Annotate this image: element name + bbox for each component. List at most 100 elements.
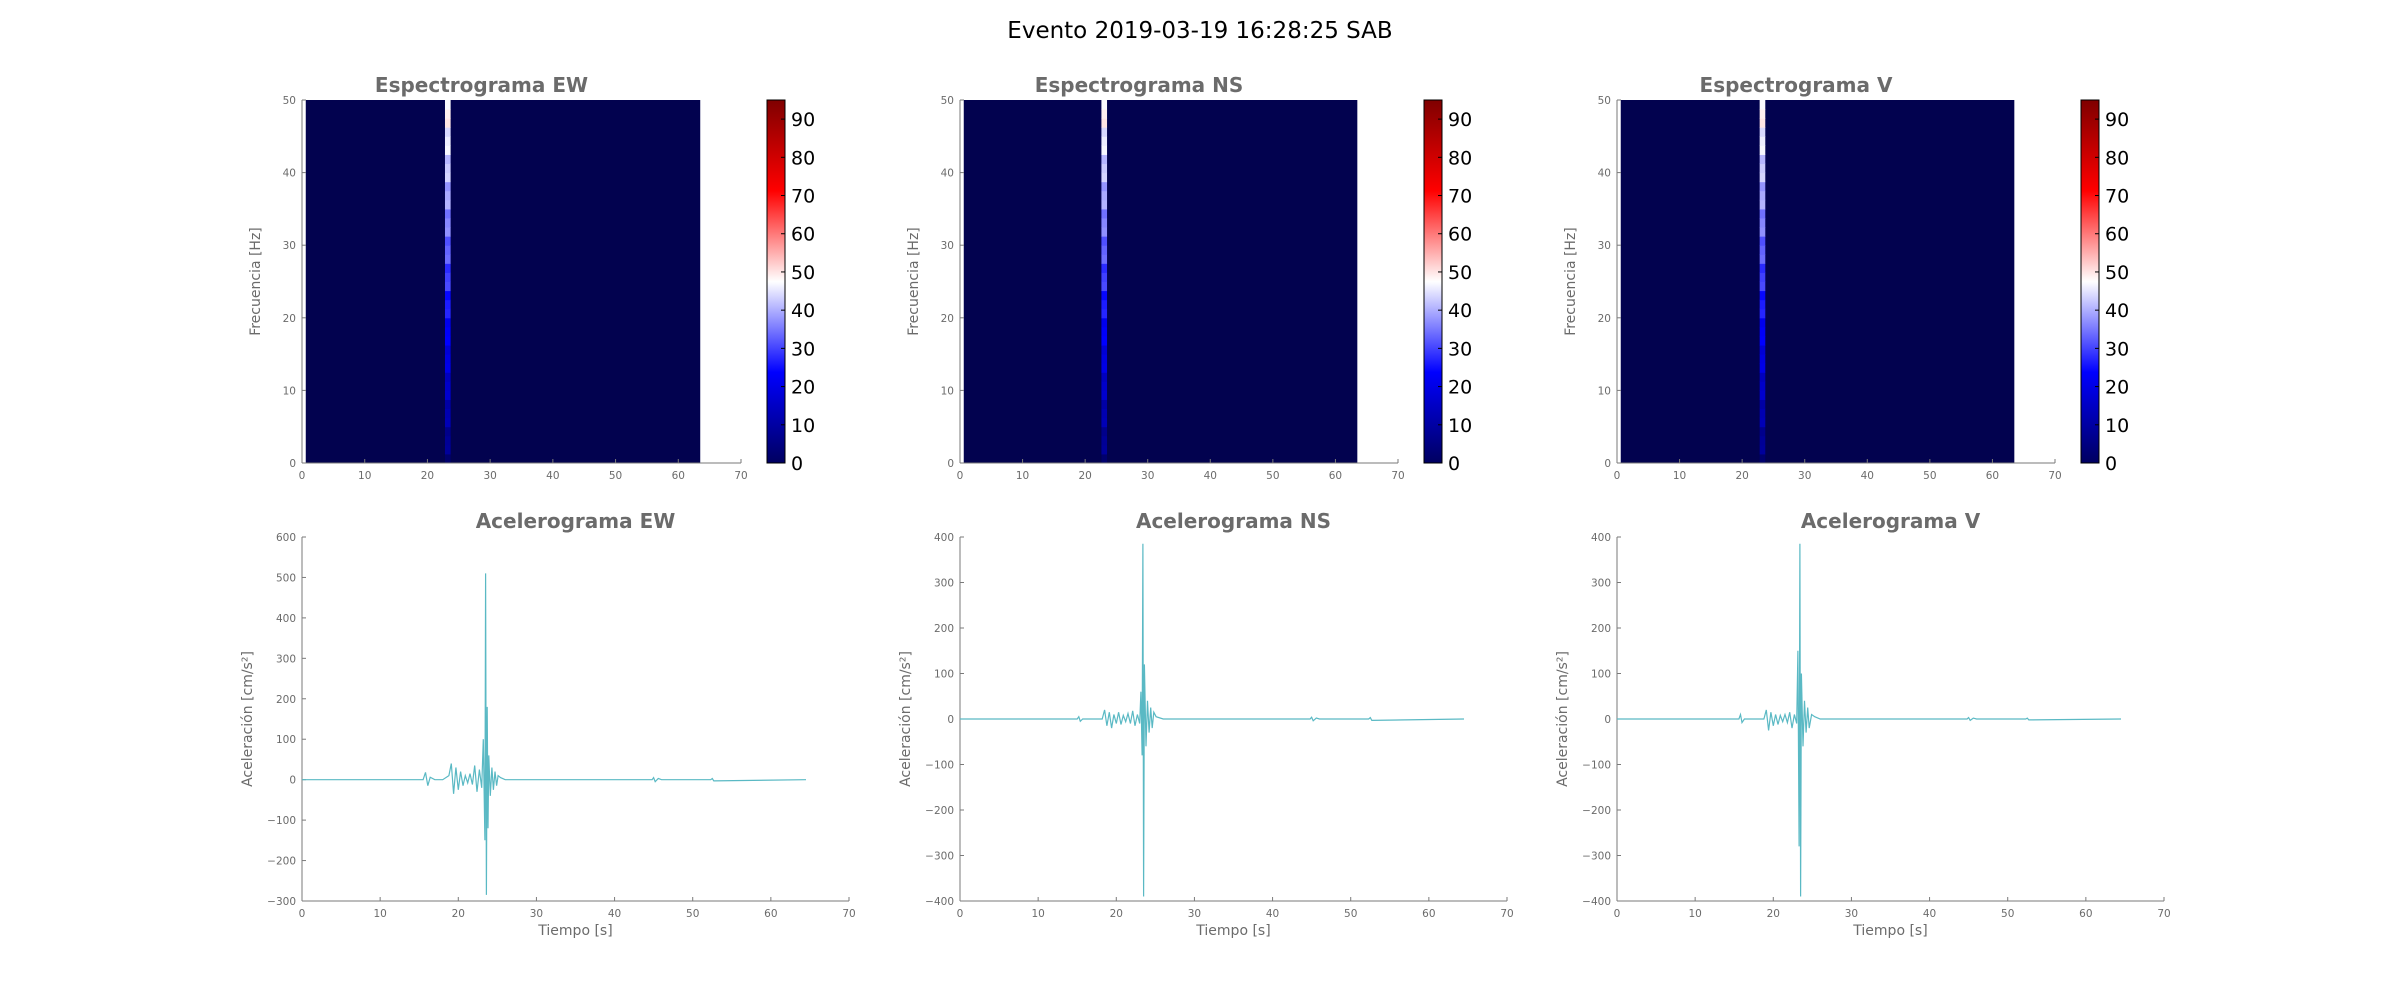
spec-ns-band-cell xyxy=(1101,190,1108,201)
acc-ns-xtick-label: 20 xyxy=(1110,908,1123,920)
spec-ns-ytick-label: 0 xyxy=(947,458,954,470)
spec-ns-xtick-label: 50 xyxy=(1266,470,1279,482)
spec-ew-ytick-label: 20 xyxy=(283,313,296,325)
spec-v-band-cell xyxy=(1759,299,1766,310)
spec-v-band-cell xyxy=(1759,444,1766,455)
spec-v-band-cell xyxy=(1759,227,1766,237)
spec-ew-band-cell xyxy=(444,381,451,391)
spec-ew-band-cell xyxy=(444,127,451,137)
acc-ns-ytick-label: 0 xyxy=(947,714,954,726)
spec-v-cbtick-label: 10 xyxy=(2105,415,2129,437)
spec-ns-cbtick-label: 80 xyxy=(1448,147,1472,169)
spec-ns-band-cell xyxy=(1101,426,1108,437)
acc-v-xtick-label: 20 xyxy=(1767,908,1780,920)
spec-ew-cbtick-label: 50 xyxy=(791,262,815,284)
acc-ew-ytick-label: 100 xyxy=(276,734,296,746)
spec-v-cbtick-label: 0 xyxy=(2105,453,2117,475)
spec-ew-band-cell xyxy=(444,326,451,337)
spec-ew-band-cell xyxy=(444,317,451,328)
spec-ew-xtick-label: 70 xyxy=(734,470,747,482)
spec-ew-band-cell xyxy=(444,163,451,174)
spec-ns-colorbar xyxy=(1423,99,1443,464)
spec-ns-xtick-label: 70 xyxy=(1391,470,1404,482)
spec-ew-cbtick-label: 90 xyxy=(791,109,815,131)
spec-v-ytick-label: 0 xyxy=(1604,458,1611,470)
spec-ns-cbtick-label: 50 xyxy=(1448,262,1472,284)
spec-v-ytick-label: 50 xyxy=(1598,95,1611,107)
spec-ns-cbtick-label: 30 xyxy=(1448,338,1472,360)
spec-v-band-cell xyxy=(1759,172,1766,183)
spec-ns-xtick-label: 60 xyxy=(1329,470,1342,482)
spec-ns-xtick-label: 40 xyxy=(1204,470,1217,482)
spec-v-cbtick-label: 70 xyxy=(2105,186,2129,208)
spec-ns-cbtick-label: 70 xyxy=(1448,186,1472,208)
acc-v-ytick-label: 200 xyxy=(1591,623,1611,635)
spec-ns-band-cell xyxy=(1101,217,1108,228)
spec-v-band-cell xyxy=(1759,127,1766,137)
spec-ns-band-cell xyxy=(1101,227,1108,237)
spec-ew-xtick-label: 50 xyxy=(609,470,622,482)
spec-v-band-cell xyxy=(1759,154,1766,165)
spec-v-colorbar xyxy=(2080,99,2100,464)
acc-v-signal-line xyxy=(1617,543,2122,897)
acc-ew-panel: Acelerograma EW 0 10 20 30 40 50 60 70 −300 −200 −1… xyxy=(240,509,856,939)
spec-ns-cbtick-label: 60 xyxy=(1448,224,1472,246)
spec-ew-ytick-label: 50 xyxy=(283,95,296,107)
spec-ew-ylabel: Frecuencia [Hz] xyxy=(248,227,264,336)
acc-ew-xtick-label: 0 xyxy=(299,908,306,920)
spec-v-band-cell xyxy=(1759,190,1766,201)
spec-v-band-cell xyxy=(1759,272,1766,282)
spec-ns-cbtick-label: 10 xyxy=(1448,415,1472,437)
spec-ew-band-cell xyxy=(444,345,451,355)
acc-v-ytick-label: 400 xyxy=(1591,532,1611,544)
spec-ns-band-cell xyxy=(1101,172,1108,183)
spec-v-xtick-label: 40 xyxy=(1861,470,1874,482)
spec-ew-cbtick-label: 60 xyxy=(791,224,815,246)
spec-ew-cbtick-label: 70 xyxy=(791,186,815,208)
spec-ns-band-cell xyxy=(1101,453,1108,464)
spec-v-band-cell xyxy=(1759,417,1766,428)
spec-ew-xtick-label: 10 xyxy=(358,470,371,482)
acc-ew-ytick-label: 500 xyxy=(276,572,296,584)
acc-v-ytick-label: 300 xyxy=(1591,578,1611,590)
spec-v-band-cell xyxy=(1759,145,1766,155)
spec-v-band-cell xyxy=(1759,163,1766,174)
spec-ns-band-cell xyxy=(1101,417,1108,428)
acc-ns-xtick-label: 0 xyxy=(957,908,964,920)
spec-ew-band-cell xyxy=(444,417,451,428)
spec-v-ytick-label: 20 xyxy=(1598,313,1611,325)
spec-ew-ytick-label: 10 xyxy=(283,385,296,397)
acc-ns-xtick-label: 70 xyxy=(1500,908,1513,920)
spec-v-cbtick-label: 50 xyxy=(2105,262,2129,284)
spec-ew-band-cell xyxy=(444,154,451,165)
spec-ew-xtick-label: 30 xyxy=(483,470,496,482)
acc-ns-panel: Acelerograma NS 0 10 20 30 40 50 60 70 −400 −300 −2… xyxy=(898,509,1514,939)
spec-ew-cbtick-label: 0 xyxy=(791,453,803,475)
spec-ew-band-cell xyxy=(444,263,451,273)
spec-v-band-cell xyxy=(1759,118,1766,128)
spec-ns-band-cell xyxy=(1101,317,1108,328)
spec-ew-cbtick-label: 80 xyxy=(791,147,815,169)
spec-ew-panel: Espectrograma EW 0 10 20 30 40 50 60 70 0 10 20 30 40… xyxy=(248,73,815,482)
spec-ns-band-cell xyxy=(1101,290,1108,301)
spec-v-xtick-label: 60 xyxy=(1986,470,1999,482)
acc-ew-ytick-label: 300 xyxy=(276,653,296,665)
spec-v-band-cell xyxy=(1759,236,1766,246)
spec-v-band-cell xyxy=(1759,453,1766,464)
spec-ew-band-cell xyxy=(444,453,451,464)
spec-v-band-cell xyxy=(1759,372,1766,382)
spec-ew-band-cell xyxy=(444,372,451,382)
spec-v-ylabel: Frecuencia [Hz] xyxy=(1563,227,1579,336)
spec-ew-band-cell xyxy=(444,390,451,400)
spec-ns-ytick-label: 30 xyxy=(941,240,954,252)
acc-ns-xtick-label: 30 xyxy=(1188,908,1201,920)
spec-ns-band-cell xyxy=(1101,363,1108,373)
spec-v-band-cell xyxy=(1759,263,1766,273)
acc-v-ytick-label: 100 xyxy=(1591,669,1611,681)
spec-ew-cbtick-label: 30 xyxy=(791,338,815,360)
spec-v-band-cell xyxy=(1759,181,1766,192)
spec-ns-ytick-label: 10 xyxy=(941,385,954,397)
spec-v-band-cell xyxy=(1759,399,1766,410)
spec-v-panel: Espectrograma V 0 10 20 30 40 50 60 70 0 10 20 30 40 5… xyxy=(1563,73,2129,482)
acc-ew-xtick-label: 70 xyxy=(842,908,855,920)
